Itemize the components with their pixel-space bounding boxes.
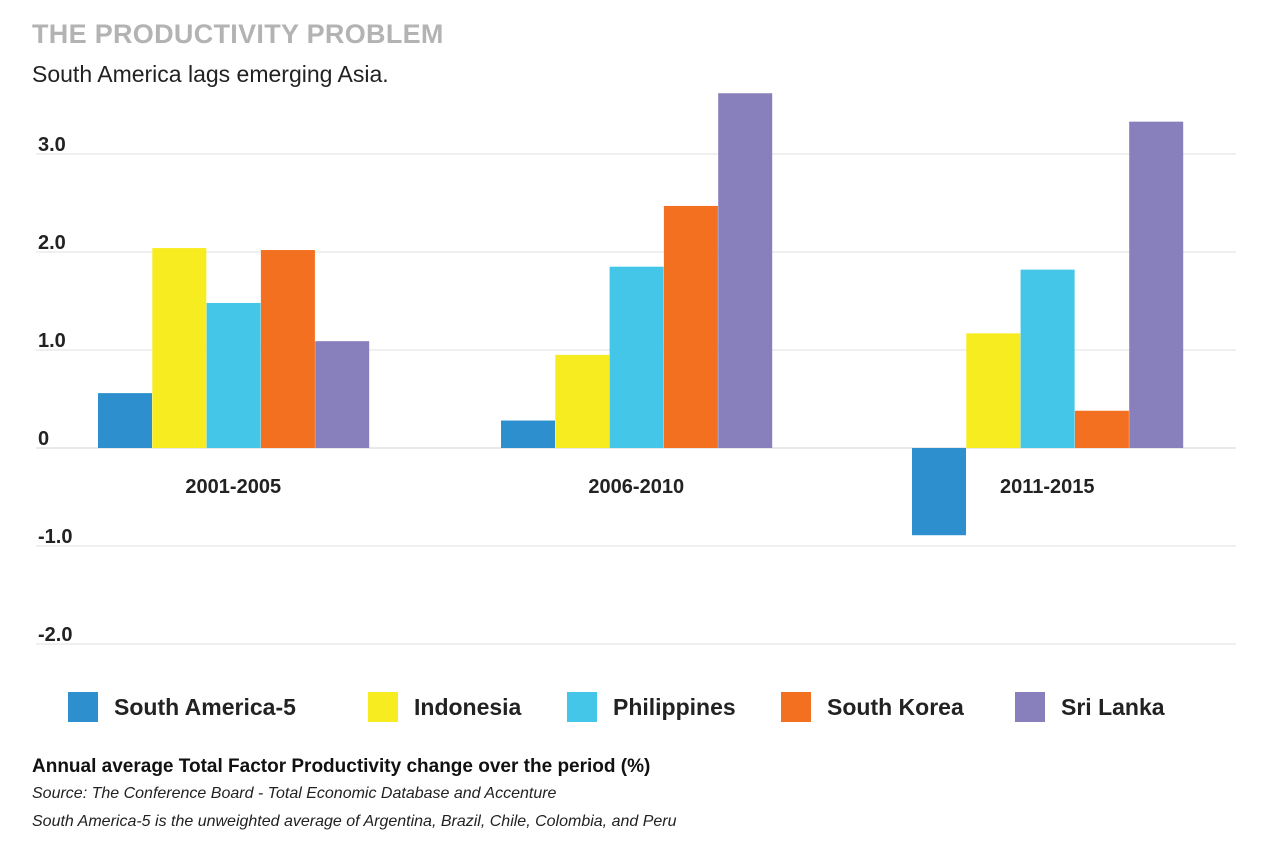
legend-label: Philippines	[613, 693, 736, 720]
legend-swatch	[68, 692, 98, 722]
legend-item: South America-5	[68, 692, 296, 722]
legend-item: Sri Lanka	[1015, 692, 1165, 722]
bar-south-america-5-2001-2005	[98, 393, 152, 448]
legend-swatch	[1015, 692, 1045, 722]
legend-item: Indonesia	[368, 692, 521, 722]
y-tick-label: -2.0	[38, 624, 72, 646]
x-tick-label: 2011-2015	[1000, 476, 1095, 498]
legend-swatch	[781, 692, 811, 722]
bar-sri-lanka-2001-2005	[315, 341, 370, 448]
chart-title: THE PRODUCTIVITY PROBLEM	[32, 19, 444, 49]
y-tick-label: 2.0	[38, 232, 66, 254]
x-tick-label: 2001-2005	[185, 476, 281, 498]
chart-legend: South America-5 Indonesia Philippines South…	[0, 692, 1284, 732]
measure-note: Annual average Total Factor Productivity…	[32, 756, 651, 777]
bar-south-korea-2011-2015	[1074, 410, 1129, 448]
source-note: Source: The Conference Board - Total Eco…	[32, 785, 557, 802]
bar-indonesia-2011-2015	[966, 333, 1021, 448]
legend-label: Indonesia	[414, 693, 522, 720]
bar-chart: 3.0 2.0 1.0 0 -1.0 -2.0 2001-2005 2006-2010 2011…	[36, 93, 1236, 646]
bar-sri-lanka-2006-2010	[718, 93, 773, 449]
x-tick-label: 2006-2010	[588, 476, 684, 498]
legend-swatch	[567, 692, 597, 722]
bar-indonesia-2001-2005	[152, 248, 207, 448]
bar-philippines-2006-2010	[609, 266, 664, 448]
footnote: South America-5 is the unweighted averag…	[32, 813, 677, 830]
bar-philippines-2011-2015	[1020, 269, 1075, 448]
bar-philippines-2001-2005	[206, 302, 261, 448]
bar-south-america-5-2006-2010	[501, 420, 555, 448]
legend-swatch	[368, 692, 398, 722]
legend-label: Sri Lanka	[1061, 693, 1165, 720]
bar-indonesia-2006-2010	[555, 354, 610, 448]
bar-south-america-5-2011-2015	[912, 448, 966, 536]
bar-sri-lanka-2011-2015	[1129, 121, 1184, 448]
y-tick-label: 3.0	[38, 134, 66, 156]
y-tick-label: 1.0	[38, 330, 66, 352]
bar-south-korea-2001-2005	[260, 250, 315, 448]
y-tick-label: 0	[38, 428, 49, 450]
bar-south-korea-2006-2010	[663, 205, 718, 448]
legend-label: South America-5	[114, 693, 296, 720]
legend-item: South Korea	[781, 692, 964, 722]
legend-item: Philippines	[567, 692, 736, 722]
chart-subtitle: South America lags emerging Asia.	[32, 61, 389, 87]
y-tick-label: -1.0	[38, 526, 72, 548]
legend-label: South Korea	[827, 693, 964, 720]
